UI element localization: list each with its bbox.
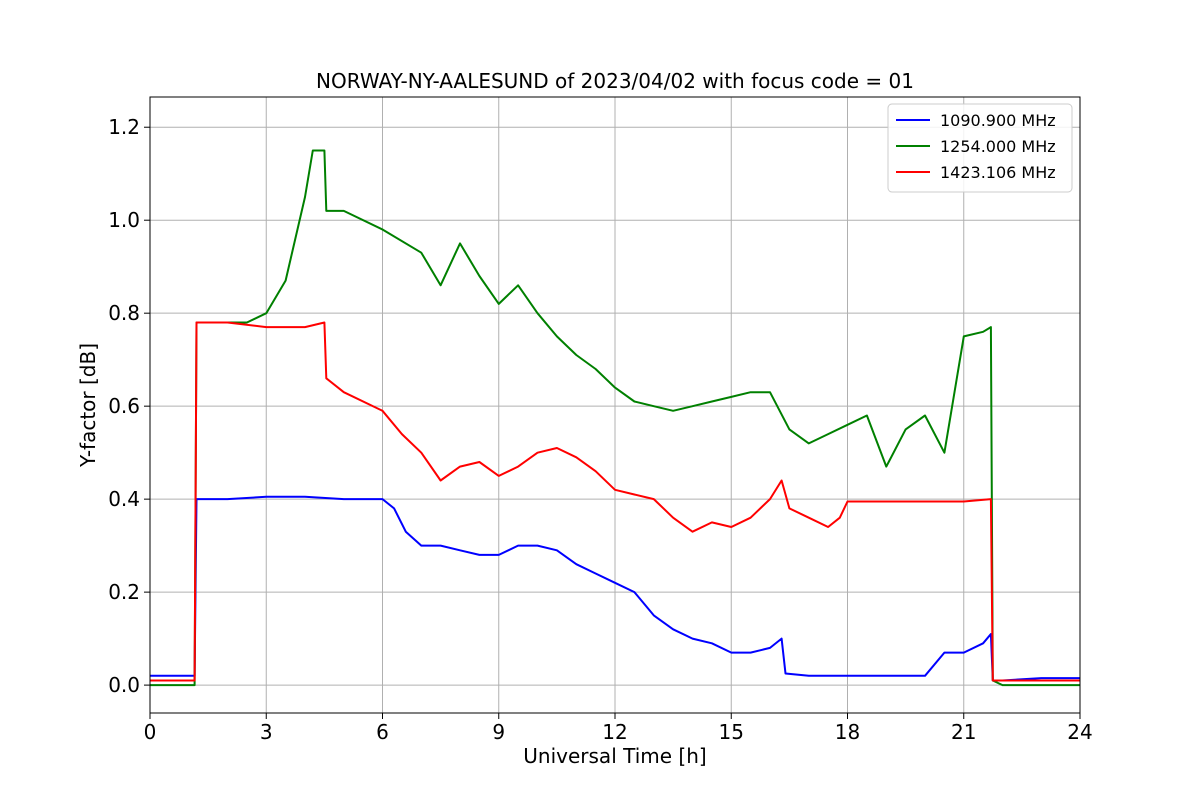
y-tick-label-6: 1.2 [108,115,140,139]
y-tick-label-3: 0.6 [108,394,140,418]
y-tick-label-1: 0.2 [108,580,140,604]
x-tick-label-3: 9 [492,720,505,744]
x-tick-label-6: 18 [835,720,860,744]
x-tick-label-2: 6 [376,720,389,744]
x-tick-label-5: 15 [719,720,744,744]
x-axis-label: Universal Time [h] [523,744,706,768]
x-tick-label-7: 21 [951,720,976,744]
legend: 1090.900 MHz 1254.000 MHz 1423.106 MHz [887,103,1073,193]
y-tick-label-0: 0.0 [108,673,140,697]
y-tick-label-5: 1.0 [108,208,140,232]
legend-label-2: 1423.106 MHz [940,163,1056,182]
y-tick-label-4: 0.8 [108,301,140,325]
series-line-1 [150,149,1080,687]
chart-title: NORWAY-NY-AALESUND of 2023/04/02 with fo… [316,69,914,93]
x-tick-label-8: 24 [1067,720,1092,744]
legend-label-0: 1090.900 MHz [940,111,1056,130]
x-tick-label-0: 0 [144,720,157,744]
x-tick-label-1: 3 [260,720,273,744]
y-axis-label: Y-factor [dB] [76,343,100,468]
legend-box [887,103,1073,193]
series-line-0 [150,495,1080,682]
x-tick-label-4: 12 [602,720,627,744]
series-layer [150,149,1080,687]
x-axis: 0 3 6 9 12 15 18 21 24 [144,713,1093,744]
series-line-2 [150,321,1080,682]
y-axis: 0.0 0.2 0.4 0.6 0.8 1.0 1.2 [108,115,150,697]
y-tick-label-2: 0.4 [108,487,140,511]
legend-label-1: 1254.000 MHz [940,137,1056,156]
